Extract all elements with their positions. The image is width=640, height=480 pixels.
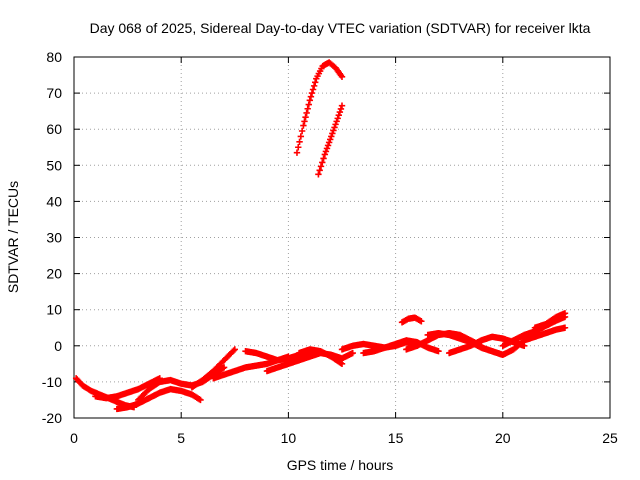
data-point <box>329 130 336 137</box>
x-tick-label: 25 <box>602 430 618 446</box>
data-point <box>231 346 238 353</box>
data-point <box>337 105 345 113</box>
data-point <box>317 163 325 170</box>
data-point <box>315 171 322 178</box>
data-point <box>338 73 346 81</box>
data-point <box>335 112 342 119</box>
series-track-16 <box>478 324 569 359</box>
data-point <box>521 342 528 349</box>
y-tick-label: 40 <box>46 193 62 209</box>
data-point <box>331 124 338 131</box>
data-point <box>338 360 346 368</box>
data-point <box>306 97 314 104</box>
data-point <box>197 396 204 404</box>
y-tick-label: 50 <box>46 157 62 173</box>
data-point <box>302 113 309 121</box>
data-point <box>298 127 306 135</box>
grid <box>74 57 610 418</box>
data-point <box>561 310 569 317</box>
x-tick-label: 20 <box>495 430 511 446</box>
data-point <box>561 324 569 331</box>
data-point <box>296 138 303 146</box>
data-point <box>300 122 307 129</box>
y-tick-label: -20 <box>42 410 62 426</box>
data-point <box>310 82 318 90</box>
data-point <box>303 109 310 117</box>
data-point <box>325 139 333 146</box>
data-point <box>336 108 344 116</box>
series-track-3 <box>113 385 204 413</box>
data-point <box>333 118 340 125</box>
data-marks <box>72 59 569 413</box>
y-tick-label: 10 <box>46 302 62 318</box>
data-point <box>319 159 326 166</box>
y-tick-label: 20 <box>46 266 62 282</box>
data-point <box>418 318 425 325</box>
data-point <box>327 136 334 143</box>
series-track-2 <box>92 375 163 402</box>
data-point <box>349 349 356 357</box>
series-track-12 <box>398 314 425 326</box>
y-axis-label: SDTVAR / TECUs <box>5 181 21 293</box>
data-point <box>309 86 317 93</box>
series-track-20 <box>315 102 346 178</box>
x-tick-label: 0 <box>70 430 78 446</box>
data-point <box>435 348 442 355</box>
x-tick-label: 15 <box>388 430 404 446</box>
data-point <box>301 118 308 125</box>
data-point <box>321 151 329 158</box>
y-tick-labels: -20 -10 0 10 20 30 40 50 60 70 80 <box>42 49 62 426</box>
series-track-5 <box>188 346 238 391</box>
data-point <box>322 148 330 155</box>
data-point <box>338 102 346 109</box>
y-tick-label: 30 <box>46 230 62 246</box>
data-point <box>332 121 339 128</box>
data-point <box>312 79 319 86</box>
data-point <box>295 144 302 151</box>
data-point <box>337 359 345 367</box>
data-point <box>297 133 305 140</box>
data-point <box>328 133 335 140</box>
y-tick-label: 80 <box>46 49 62 65</box>
data-point <box>320 155 327 162</box>
data-point <box>334 115 341 122</box>
data-point <box>230 347 237 354</box>
chart-title: Day 068 of 2025, Sidereal Day-to-day VTE… <box>90 20 591 36</box>
x-axis-label: GPS time / hours <box>287 457 394 473</box>
data-point <box>220 364 228 371</box>
series-track-9 <box>295 346 346 368</box>
series-track-19 <box>293 59 346 156</box>
data-point <box>308 89 316 97</box>
data-point <box>330 127 337 134</box>
data-point <box>324 142 332 149</box>
y-tick-label: 0 <box>54 338 62 354</box>
data-point <box>304 105 311 112</box>
data-point <box>323 145 331 152</box>
series-track-18 <box>531 310 569 331</box>
x-tick-labels: 0 5 10 15 20 25 <box>70 430 618 446</box>
y-tick-label: 60 <box>46 121 62 137</box>
x-tick-label: 5 <box>177 430 185 446</box>
data-point <box>316 167 323 174</box>
data-point <box>219 365 227 372</box>
data-point <box>305 101 312 108</box>
data-point <box>307 93 315 100</box>
x-tick-label: 10 <box>281 430 297 446</box>
data-point <box>293 149 301 156</box>
y-tick-label: 70 <box>46 85 62 101</box>
y-tick-label: -10 <box>42 374 62 390</box>
